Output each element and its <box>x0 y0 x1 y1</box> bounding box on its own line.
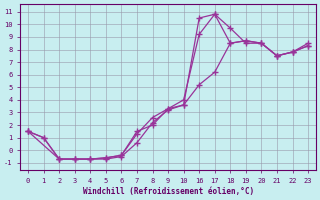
X-axis label: Windchill (Refroidissement éolien,°C): Windchill (Refroidissement éolien,°C) <box>83 187 254 196</box>
